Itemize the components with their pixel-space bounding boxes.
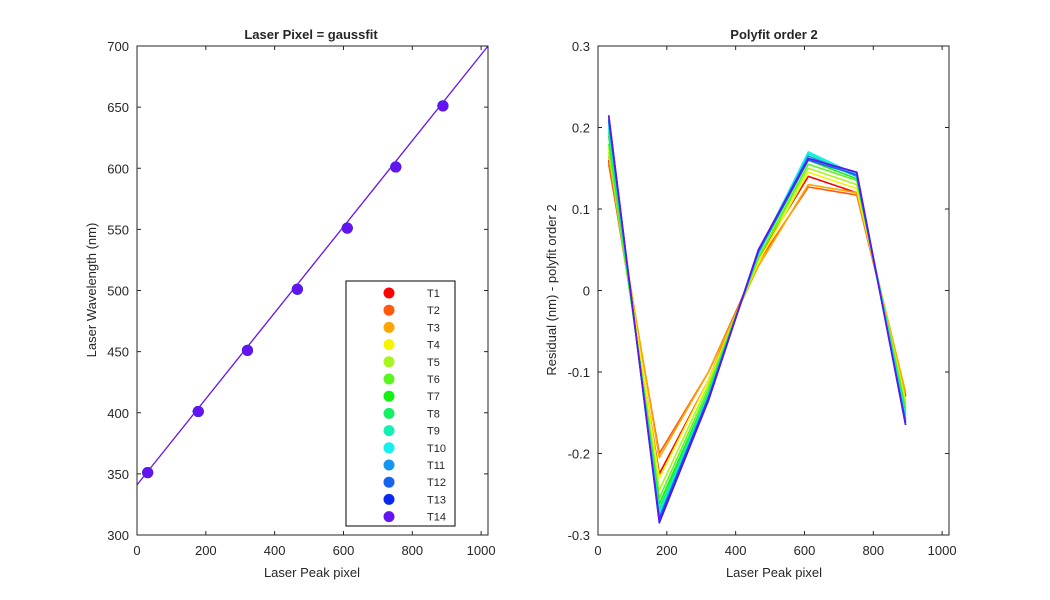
left-point-T14 (142, 467, 154, 479)
left-xtick-label: 200 (195, 543, 217, 558)
right-ytick-label: 0.3 (572, 39, 590, 54)
left-ytick-label: 350 (107, 467, 129, 482)
left-ytick-label: 450 (107, 345, 129, 360)
left-xtick-label: 1000 (467, 543, 496, 558)
legend: T1 T2 T3 T4 T5 T6 T7 T8 T9 T10 T11 T12 T13 T14 (345, 280, 456, 527)
left-ylabel: Laser Wavelength (nm) (84, 223, 99, 358)
right-plot-area (607, 115, 907, 524)
right-ytick-label: 0.2 (572, 121, 590, 136)
legend-marker-T3 (383, 321, 395, 333)
legend-label-T13: T13 (427, 494, 446, 506)
left-point-T14 (390, 161, 402, 173)
left-plot-area (136, 45, 489, 486)
left-xtick-label: 0 (133, 543, 140, 558)
left-point-T14 (437, 100, 449, 112)
left-xtick-label: 600 (333, 543, 355, 558)
left-point-T14 (291, 283, 303, 295)
legend-marker-T11 (383, 459, 395, 471)
legend-label-T9: T9 (427, 426, 440, 438)
right-panel: Polyfit order 2 0 200 400 600 800 1000 -0.3 -0.… (544, 27, 957, 580)
legend-label-T7: T7 (427, 391, 440, 403)
left-ytick-label: 650 (107, 100, 129, 115)
legend-label-T4: T4 (427, 340, 440, 352)
legend-marker-T4 (383, 339, 395, 351)
legend-label-T8: T8 (427, 408, 440, 420)
legend-marker-T1 (383, 287, 395, 299)
legend-marker-T12 (383, 476, 395, 488)
right-xlabel: Laser Peak pixel (726, 565, 822, 580)
left-title: Laser Pixel = gaussfit (244, 27, 378, 42)
legend-marker-T9 (383, 425, 395, 437)
legend-marker-T13 (383, 493, 395, 505)
legend-items: T1 T2 T3 T4 T5 T6 T7 T8 T9 T10 T11 T12 T13 T14 (383, 287, 446, 524)
legend-label-T14: T14 (427, 512, 446, 524)
right-ytick-label: -0.3 (568, 528, 590, 543)
left-point-T14 (192, 406, 204, 418)
right-xtick-label: 200 (656, 543, 678, 558)
left-ytick-label: 550 (107, 222, 129, 237)
left-xlabel: Laser Peak pixel (264, 565, 360, 580)
left-ytick-label: 500 (107, 284, 129, 299)
right-series-T14 (607, 115, 907, 522)
right-series-T4 (607, 147, 907, 479)
right-title: Polyfit order 2 (730, 27, 817, 42)
left-ytick-label: 400 (107, 406, 129, 421)
legend-marker-T14 (383, 511, 395, 523)
legend-label-T12: T12 (427, 477, 446, 489)
right-ticks: 0 200 400 600 800 1000 -0.3 -0.2 -0.1 0 0.1 0.2 0.3 (568, 39, 957, 558)
right-xtick-label: 800 (862, 543, 884, 558)
legend-label-T3: T3 (427, 322, 440, 334)
left-ticks: 0 200 400 600 800 1000 300 350 400 450 500 550 600 65… (107, 39, 495, 558)
left-xtick-label: 800 (401, 543, 423, 558)
legend-marker-T2 (383, 304, 395, 316)
right-xtick-label: 0 (594, 543, 601, 558)
legend-marker-T8 (383, 407, 395, 419)
right-ytick-label: 0.1 (572, 202, 590, 217)
right-xtick-label: 400 (725, 543, 747, 558)
legend-box (345, 280, 456, 527)
left-point-T14 (341, 222, 353, 234)
legend-label-T10: T10 (427, 443, 446, 455)
legend-label-T2: T2 (427, 305, 440, 317)
right-axes-frame (597, 45, 950, 536)
right-series-T3 (607, 155, 907, 459)
legend-label-T11: T11 (427, 460, 445, 472)
left-ytick-label: 700 (107, 39, 129, 54)
legend-marker-T6 (383, 373, 395, 385)
legend-marker-T10 (383, 442, 395, 454)
left-panel: Laser Pixel = gaussfit 0 200 400 600 800 1000… (84, 27, 496, 580)
right-ytick-label: -0.1 (568, 365, 590, 380)
legend-marker-T5 (383, 356, 395, 368)
legend-label-T6: T6 (427, 374, 440, 386)
legend-marker-T7 (383, 390, 395, 402)
left-xtick-label: 400 (264, 543, 286, 558)
left-ytick-label: 300 (107, 528, 129, 543)
left-ytick-label: 600 (107, 161, 129, 176)
right-xtick-label: 1000 (928, 543, 957, 558)
legend-label-T5: T5 (427, 357, 440, 369)
left-point-T14 (241, 344, 253, 356)
right-ytick-label: -0.2 (568, 447, 590, 462)
right-ylabel: Residual (nm) - polyfit order 2 (544, 204, 559, 375)
legend-label-T1: T1 (427, 288, 440, 300)
right-ytick-label: 0 (583, 284, 590, 299)
right-xtick-label: 600 (794, 543, 816, 558)
